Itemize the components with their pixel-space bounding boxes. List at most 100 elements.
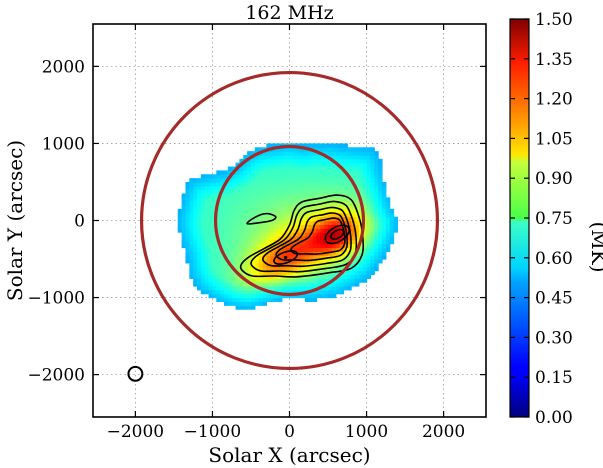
heatmap-cell bbox=[355, 181, 360, 187]
heatmap-cell bbox=[247, 212, 252, 218]
heatmap-cell bbox=[266, 220, 271, 225]
heatmap-cell bbox=[297, 189, 302, 195]
heatmap-cell bbox=[366, 216, 372, 222]
heatmap-cell bbox=[266, 293, 271, 299]
heatmap-cell bbox=[304, 266, 310, 272]
heatmap-cell bbox=[231, 216, 237, 222]
heatmap-cell bbox=[301, 278, 306, 283]
heatmap-cell bbox=[262, 162, 267, 168]
heatmap-cell bbox=[239, 305, 244, 310]
heatmap-cell bbox=[378, 205, 383, 210]
heatmap-cell bbox=[254, 201, 260, 206]
heatmap-cell bbox=[370, 201, 375, 206]
heatmap-cell bbox=[189, 212, 194, 218]
heatmap-cell bbox=[250, 301, 256, 306]
heatmap-cell bbox=[216, 274, 221, 279]
heatmap-cell bbox=[324, 185, 329, 191]
heatmap-cell bbox=[339, 255, 345, 260]
heatmap-cell bbox=[189, 239, 194, 245]
heatmap-cell bbox=[293, 185, 298, 191]
heatmap-cell bbox=[270, 278, 275, 283]
heatmap-cell bbox=[204, 174, 210, 179]
heatmap-cell bbox=[274, 232, 279, 237]
heatmap-cell bbox=[277, 224, 283, 229]
heatmap-cell bbox=[362, 162, 368, 168]
heatmap-cell bbox=[366, 162, 372, 168]
heatmap-cell bbox=[320, 262, 325, 268]
heatmap-cell bbox=[351, 216, 356, 222]
heatmap-cell bbox=[247, 170, 252, 175]
heatmap-cell bbox=[254, 262, 260, 268]
heatmap-cell bbox=[212, 251, 217, 256]
heatmap-cell bbox=[266, 216, 271, 222]
heatmap-cell bbox=[370, 162, 375, 168]
heatmap-cell bbox=[378, 162, 383, 168]
heatmap-cell bbox=[362, 247, 368, 252]
heatmap-cell bbox=[304, 224, 310, 229]
heatmap-cell bbox=[185, 216, 190, 222]
heatmap-cell bbox=[358, 212, 364, 218]
heatmap-cell bbox=[343, 270, 348, 276]
heatmap-cell bbox=[208, 270, 214, 276]
heatmap-cell bbox=[239, 170, 244, 175]
heatmap-cell bbox=[331, 220, 337, 225]
heatmap-cell bbox=[197, 239, 202, 245]
heatmap-cell bbox=[351, 147, 356, 152]
heatmap-cell bbox=[339, 170, 345, 175]
heatmap-cell bbox=[270, 224, 275, 229]
heatmap-cell bbox=[351, 189, 356, 195]
heatmap-cell bbox=[331, 228, 337, 233]
heatmap-cell bbox=[293, 151, 298, 156]
heatmap-cell bbox=[227, 201, 233, 206]
heatmap-cell bbox=[374, 151, 379, 156]
heatmap-cell bbox=[181, 197, 187, 202]
heatmap-cell bbox=[204, 185, 210, 191]
heatmap-cell bbox=[281, 193, 287, 198]
heatmap-cell bbox=[301, 255, 306, 260]
heatmap-cell bbox=[304, 166, 310, 172]
heatmap-cell bbox=[204, 278, 210, 283]
heatmap-cell bbox=[358, 262, 364, 268]
heatmap-cell bbox=[339, 286, 345, 291]
heatmap-cell bbox=[289, 158, 294, 164]
heatmap-cell bbox=[351, 197, 356, 202]
heatmap-cell bbox=[281, 293, 287, 299]
heatmap-cell bbox=[328, 201, 333, 206]
heatmap-cell bbox=[235, 205, 241, 210]
heatmap-cell bbox=[266, 232, 271, 237]
heatmap-cell bbox=[335, 189, 341, 195]
heatmap-cell bbox=[204, 274, 210, 279]
heatmap-cell bbox=[351, 266, 356, 272]
heatmap-cell bbox=[297, 174, 302, 179]
heatmap-cell bbox=[250, 262, 256, 268]
heatmap-cell bbox=[370, 178, 375, 183]
heatmap-cell bbox=[231, 293, 237, 299]
heatmap-cell bbox=[200, 282, 206, 287]
heatmap-cell bbox=[250, 224, 256, 229]
heatmap-cell bbox=[351, 166, 356, 172]
heatmap-cell bbox=[258, 181, 264, 187]
heatmap-cell bbox=[200, 235, 206, 241]
heatmap-cell bbox=[185, 247, 190, 252]
heatmap-cell bbox=[362, 189, 368, 195]
heatmap-cell bbox=[297, 151, 302, 156]
heatmap-cell bbox=[235, 266, 241, 272]
heatmap-cell bbox=[339, 282, 345, 287]
heatmap-cell bbox=[343, 274, 348, 279]
heatmap-cell bbox=[347, 162, 352, 168]
heatmap-cell bbox=[362, 151, 368, 156]
heatmap-cell bbox=[293, 239, 298, 245]
heatmap-cell bbox=[216, 224, 221, 229]
heatmap-cell bbox=[355, 155, 360, 160]
heatmap-cell bbox=[358, 185, 364, 191]
heatmap-cell bbox=[304, 286, 310, 291]
heatmap-cell bbox=[339, 266, 345, 272]
heatmap-cell bbox=[285, 224, 291, 229]
heatmap-cell bbox=[312, 216, 318, 222]
heatmap-cell bbox=[343, 243, 348, 249]
heatmap-cell bbox=[258, 293, 264, 299]
heatmap-cell bbox=[378, 228, 383, 233]
heatmap-cell bbox=[347, 205, 352, 210]
heatmap-cell bbox=[247, 305, 252, 310]
heatmap-cell bbox=[197, 220, 202, 225]
